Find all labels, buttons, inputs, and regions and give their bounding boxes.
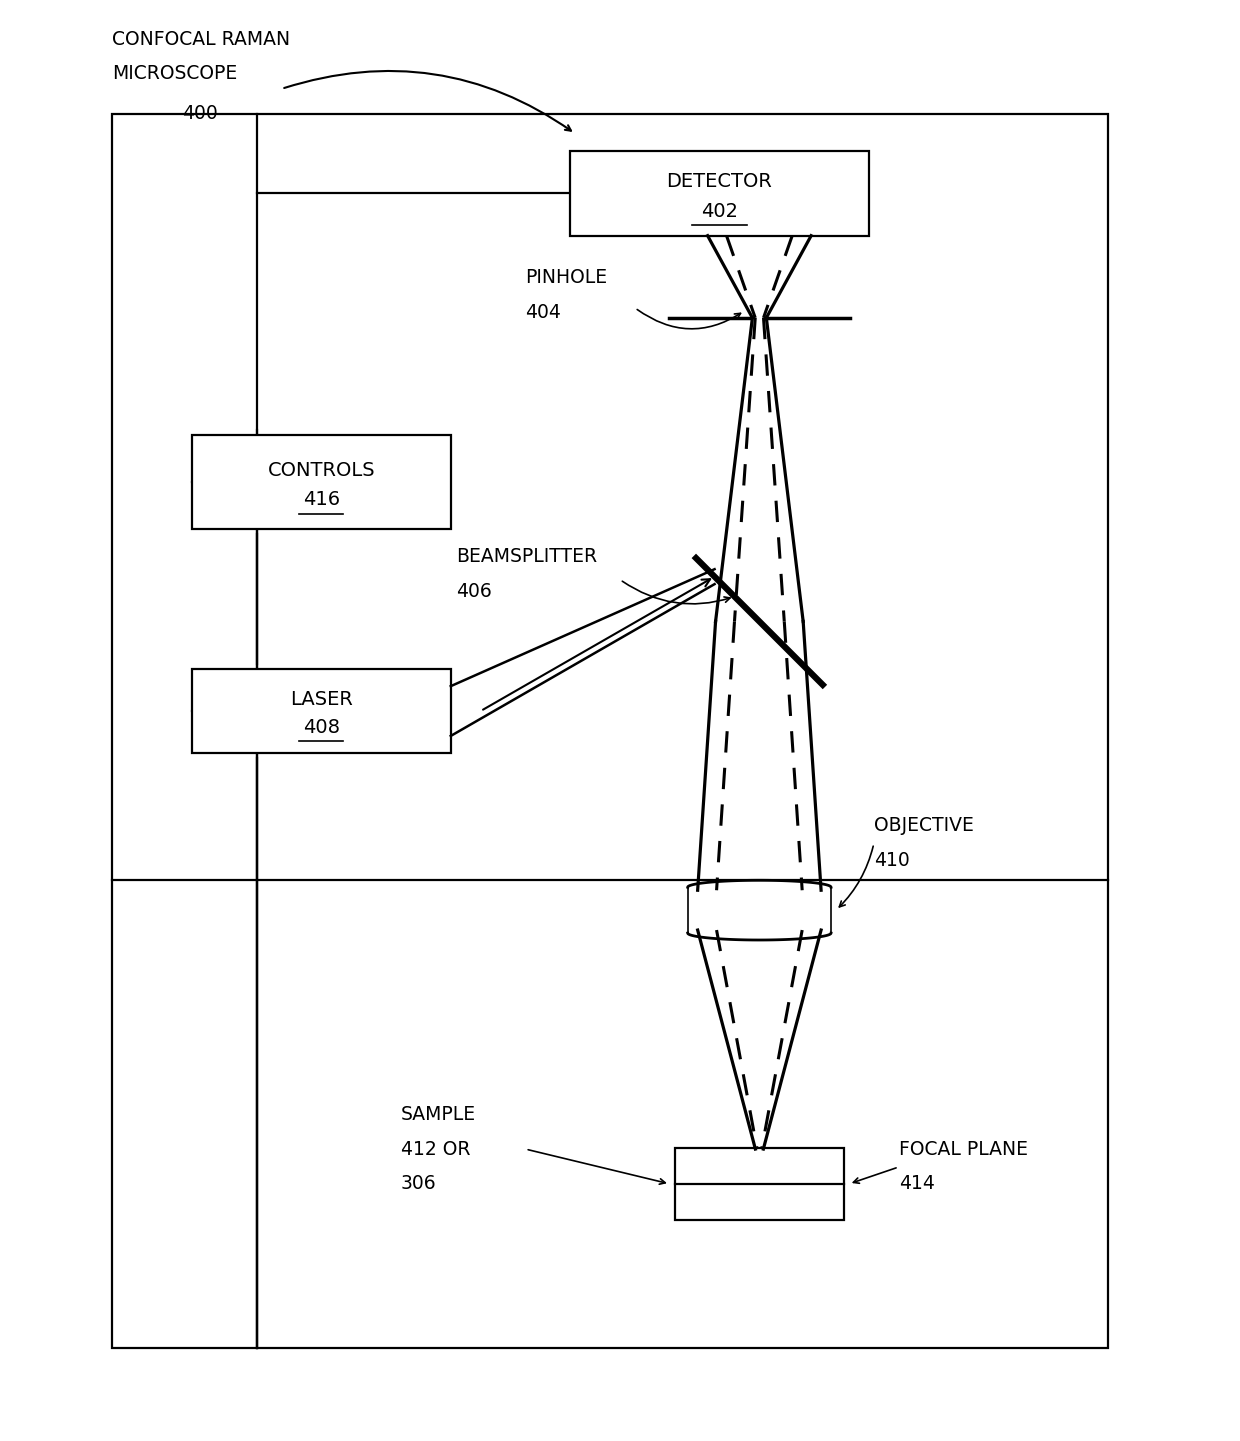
Bar (192, 669, 451, 754)
Text: MICROSCOPE: MICROSCOPE (113, 65, 238, 84)
Text: BEAMSPLITTER: BEAMSPLITTER (456, 548, 596, 566)
Text: 412 OR: 412 OR (401, 1140, 470, 1159)
Bar (570, 151, 869, 236)
Text: 414: 414 (899, 1174, 935, 1193)
Text: OBJECTIVE: OBJECTIVE (874, 816, 973, 834)
Text: DETECTOR: DETECTOR (667, 171, 773, 190)
Text: 306: 306 (401, 1174, 436, 1193)
Text: CONFOCAL RAMAN: CONFOCAL RAMAN (113, 30, 290, 49)
Bar (192, 435, 451, 529)
Text: 416: 416 (303, 490, 340, 510)
Bar (675, 1148, 844, 1219)
Text: PINHOLE: PINHOLE (526, 268, 608, 288)
Text: FOCAL PLANE: FOCAL PLANE (899, 1140, 1028, 1159)
Text: 406: 406 (456, 582, 491, 601)
Text: 404: 404 (526, 304, 562, 323)
Text: 402: 402 (701, 202, 738, 220)
Text: CONTROLS: CONTROLS (268, 461, 376, 480)
Text: 408: 408 (303, 719, 340, 738)
Text: 410: 410 (874, 850, 910, 870)
Text: LASER: LASER (290, 690, 353, 709)
Text: 400: 400 (182, 104, 218, 124)
Bar (113, 114, 1107, 1349)
Text: SAMPLE: SAMPLE (401, 1105, 476, 1124)
